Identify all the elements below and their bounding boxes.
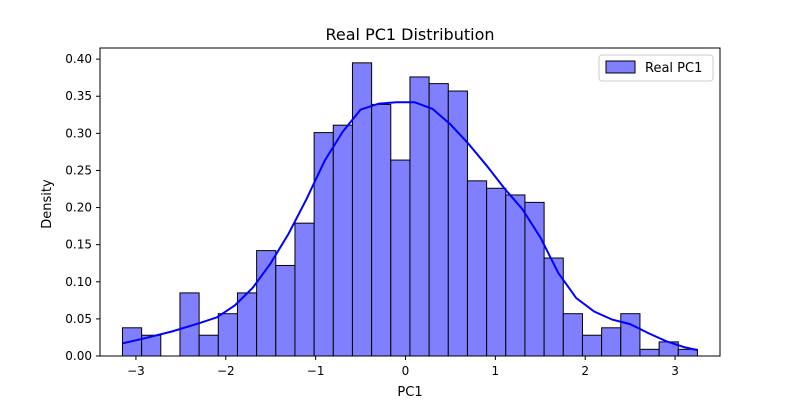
histogram-bar — [505, 194, 526, 357]
histogram-bar — [198, 334, 219, 357]
histogram-bar — [390, 159, 411, 357]
y-tick-label: 0.30 — [65, 126, 92, 140]
histogram-bar — [486, 187, 507, 357]
histogram-bar — [275, 264, 296, 357]
histogram-bar — [294, 222, 315, 357]
x-tick-label: 0 — [402, 364, 410, 378]
x-tick-label: −1 — [307, 364, 325, 378]
y-axis-label: Density — [40, 179, 55, 229]
y-tick-label: 0.15 — [65, 238, 92, 252]
histogram-bars — [121, 62, 698, 357]
histogram-bar — [601, 327, 622, 357]
histogram-bar — [581, 334, 603, 357]
histogram-bar — [256, 250, 277, 357]
legend: Real PC1 — [598, 54, 714, 82]
histogram-bar — [332, 124, 353, 357]
histogram-bar — [313, 132, 334, 357]
y-tick-label: 0.05 — [65, 312, 92, 326]
legend-label: Real PC1 — [645, 61, 702, 76]
histogram-bar — [620, 313, 641, 357]
x-tick-label: −3 — [127, 364, 145, 378]
y-axis-ticks: 0.00 0.05 0.10 0.15 0.20 0.25 0.30 0.35 0.40 — [65, 52, 100, 363]
histogram-bar — [562, 313, 583, 357]
x-axis-ticks: −3 −2 −1 0 1 2 3 — [127, 356, 679, 378]
x-axis-label: PC1 — [397, 385, 422, 400]
y-tick-label: 0.35 — [65, 89, 92, 103]
histogram-bar — [236, 292, 258, 357]
histogram-bar — [217, 313, 238, 357]
histogram-bar — [524, 201, 545, 357]
x-tick-label: 3 — [671, 364, 679, 378]
legend-swatch — [605, 60, 636, 74]
y-tick-label: 0.20 — [65, 201, 92, 215]
x-tick-label: −2 — [217, 364, 235, 378]
histogram-bar — [639, 348, 660, 357]
y-tick-label: 0.00 — [65, 349, 92, 363]
y-tick-label: 0.25 — [65, 163, 92, 177]
histogram-bar — [409, 76, 430, 357]
histogram-bar — [466, 180, 488, 357]
x-tick-label: 2 — [581, 364, 589, 378]
x-tick-label: 1 — [492, 364, 500, 378]
chart-title: Real PC1 Distribution — [325, 25, 494, 44]
histogram-bar — [428, 83, 449, 357]
plot-frame — [99, 47, 721, 357]
histogram-bar — [543, 257, 564, 357]
histogram-bar — [447, 90, 468, 357]
y-tick-label: 0.10 — [65, 275, 92, 289]
y-tick-label: 0.40 — [65, 52, 92, 66]
kde-curve — [122, 101, 698, 352]
histogram-bar — [371, 103, 392, 357]
